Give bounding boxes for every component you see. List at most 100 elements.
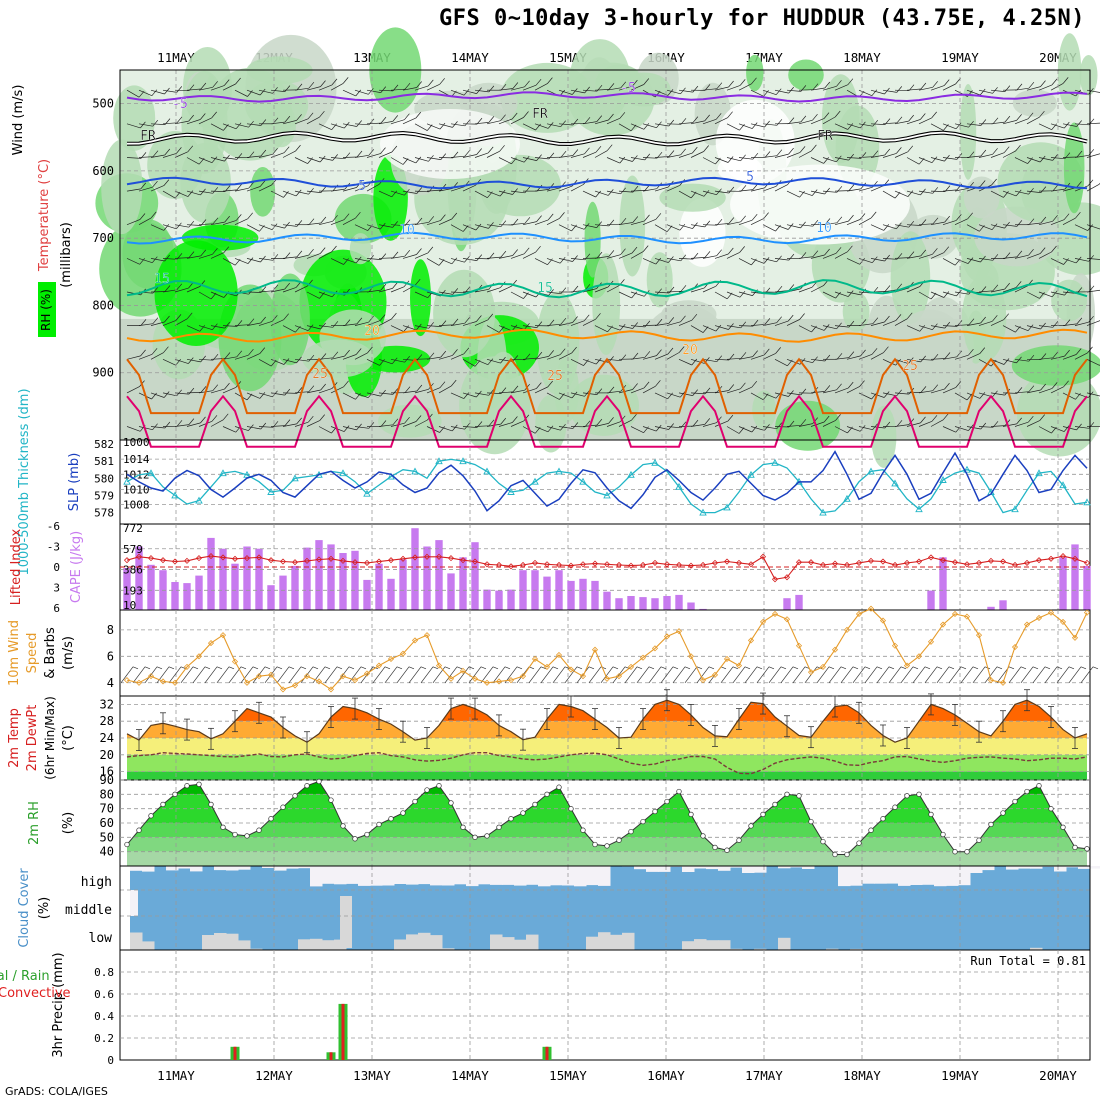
- surface-wind-barb: [480, 666, 494, 684]
- wind-barb-feather: [320, 353, 327, 360]
- wind-barb: [486, 325, 500, 333]
- wind-barb: [714, 358, 730, 361]
- wind-barb-feather: [416, 81, 422, 88]
- wind-barb: [786, 89, 801, 92]
- wind-barb: [702, 325, 717, 332]
- li-point: [207, 553, 215, 560]
- wind-barb: [870, 321, 885, 326]
- wind-barb-feather: [776, 149, 783, 156]
- wind-barb-feather: [631, 246, 638, 254]
- cloud-low-gap: [406, 934, 419, 950]
- wind-barb: [822, 420, 836, 427]
- wind-barb: [378, 89, 394, 92]
- wind-barb: [618, 252, 633, 259]
- li-point: [483, 561, 491, 568]
- wind-barb: [270, 358, 285, 365]
- wind-barb-feather: [632, 322, 638, 329]
- wind-barb: [846, 355, 861, 360]
- rh-blob: [679, 198, 726, 267]
- wind-speed-point: [591, 646, 599, 653]
- cloud-high-gap: [898, 866, 911, 886]
- wind-barb-feather: [572, 285, 579, 293]
- precip-tick-label: 0.8: [94, 966, 114, 979]
- rh-blob: [113, 85, 156, 151]
- surface-wind-barb: [840, 666, 854, 684]
- wind-barb-feather: [212, 323, 218, 330]
- wind-barb: [786, 424, 801, 427]
- wind-barb: [522, 251, 536, 259]
- wind-barb-feather: [1028, 385, 1035, 392]
- rh-point: [136, 827, 142, 833]
- wind-speed-point: [855, 610, 863, 618]
- cloud-low-gap: [430, 935, 443, 950]
- wind-barb-feather: [1027, 324, 1034, 331]
- wind-barb-feather: [992, 148, 998, 155]
- wind-speed-point: [999, 679, 1007, 686]
- surface-wind-barb-feather: [636, 666, 643, 670]
- wind-barb: [990, 425, 1006, 427]
- wind-barb: [918, 157, 933, 164]
- wind-barb: [186, 119, 201, 125]
- wind-barb: [774, 153, 789, 158]
- wind-barb-feather: [680, 315, 686, 323]
- surface-wind-barb: [972, 666, 986, 684]
- wind-barb: [666, 89, 681, 95]
- wind-barb-feather: [163, 391, 170, 398]
- wind-barb: [222, 83, 236, 91]
- wind-barb-feather: [319, 247, 326, 254]
- cloud-high-gap: [1006, 866, 1019, 870]
- wind-barb: [162, 392, 177, 397]
- wind-barb-feather: [391, 312, 397, 320]
- isotherm-label: 15: [154, 272, 170, 287]
- wind-barb: [150, 224, 164, 231]
- rh-point: [652, 808, 658, 815]
- rh-point: [400, 810, 406, 816]
- cloud-high-gap: [286, 866, 299, 869]
- cloud-high-gap: [538, 866, 551, 887]
- wind-barb: [594, 89, 610, 91]
- li-point: [807, 559, 815, 566]
- wind-barb-feather: [380, 116, 387, 124]
- wind-barb: [186, 224, 202, 226]
- wind-barb: [198, 86, 213, 91]
- rh-blob: [147, 131, 204, 199]
- li-point: [459, 557, 467, 564]
- wind-barb-feather: [1027, 157, 1033, 164]
- wind-barb: [378, 224, 393, 228]
- wind-barb-feather: [775, 347, 781, 354]
- wind-barb: [894, 392, 909, 395]
- wind-barb-feather: [488, 116, 495, 123]
- cape-bar: [219, 548, 227, 610]
- rh-blob: [208, 67, 292, 161]
- cloud-units-label: (%): [37, 897, 52, 920]
- wind-barb: [162, 320, 177, 326]
- wind-barb: [954, 354, 969, 360]
- wind-barb: [822, 325, 837, 330]
- cloud-low-gap: [706, 940, 719, 950]
- credit-label: GrADS: COLA/IGES: [5, 1085, 108, 1098]
- wind-barb: [414, 419, 428, 427]
- cloud-middle-gap: [340, 896, 352, 948]
- wind-barb: [834, 387, 849, 394]
- wind-barb-feather: [932, 384, 939, 391]
- wind-barb: [870, 352, 884, 360]
- cloud-high-gap: [478, 866, 491, 885]
- wind-barb-feather: [608, 386, 615, 394]
- isotherm-label: 15: [537, 281, 553, 296]
- wind-barb-feather: [608, 250, 615, 257]
- wind-barb: [474, 190, 488, 199]
- wind-barb: [354, 224, 368, 231]
- wind-barb: [354, 392, 369, 399]
- wind-speed-point: [423, 632, 431, 639]
- wind-barb: [1062, 123, 1077, 127]
- wind-barb: [318, 123, 332, 131]
- surface-wind-barb-feather: [1032, 666, 1039, 670]
- surface-wind-barb: [288, 666, 302, 684]
- wind-barb: [762, 185, 777, 192]
- wind-barb: [1002, 256, 1017, 259]
- wind-barb-feather: [416, 384, 423, 392]
- wind-barb: [630, 356, 645, 360]
- wind-barb: [666, 258, 681, 262]
- rh-blob: [1011, 345, 1100, 386]
- wind-barb: [726, 123, 740, 131]
